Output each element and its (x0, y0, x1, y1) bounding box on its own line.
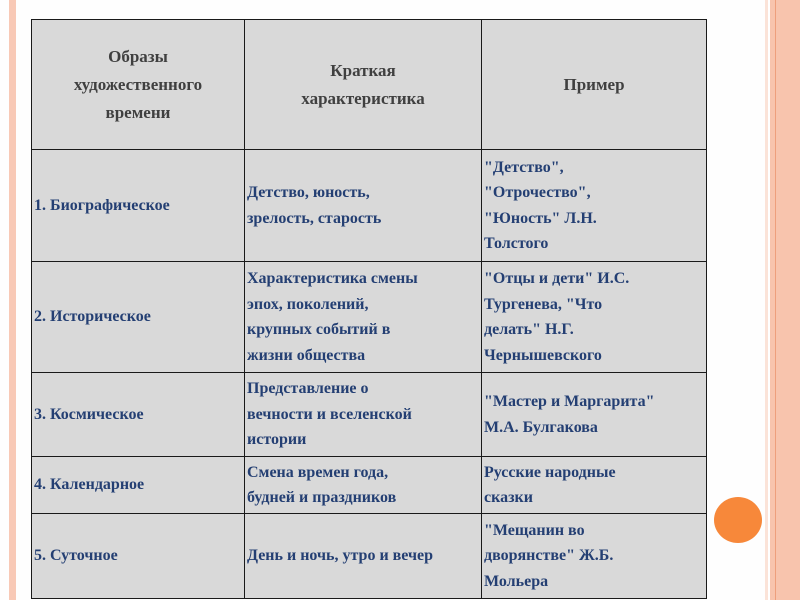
table-cell: "Детство", "Отрочество", "Юность" Л.Н. Т… (481, 149, 707, 262)
header-cell: Образы художественного времени (31, 19, 245, 150)
table-row: 5. Суточное День и ночь, утро и вечер "М… (31, 513, 707, 599)
table-cell: Русские народные сказки (481, 456, 707, 514)
table-cell: 2. Историческое (31, 261, 245, 373)
table-row: 3. Космическое Представление о вечности … (31, 372, 707, 457)
table-cell: 5. Суточное (31, 513, 245, 599)
table-row: 1. Биографическое Детство, юность, зрело… (31, 149, 707, 262)
table-cell: 3. Космическое (31, 372, 245, 457)
table-header-row: Образы художественного времени Краткая х… (31, 19, 707, 150)
table-cell: "Мастер и Маргарита" М.А. Булгакова (481, 372, 707, 457)
right-decorative-stripes (765, 0, 800, 600)
table-cell: Представление о вечности и вселенской ис… (244, 372, 482, 457)
left-decorative-stripe (9, 0, 16, 600)
table-cell: Детство, юность, зрелость, старость (244, 149, 482, 262)
header-cell: Пример (481, 19, 707, 150)
table-cell: 4. Календарное (31, 456, 245, 514)
orange-circle-decoration (714, 497, 762, 543)
table-cell: Смена времен года, будней и праздников (244, 456, 482, 514)
table-row: 4. Календарное Смена времен года, будней… (31, 456, 707, 514)
table-cell: День и ночь, утро и вечер (244, 513, 482, 599)
table-cell: "Отцы и дети" И.С. Тургенева, "Что делат… (481, 261, 707, 373)
table-cell: 1. Биографическое (31, 149, 245, 262)
table-cell: Характеристика смены эпох, поколений, кр… (244, 261, 482, 373)
time-types-table: Образы художественного времени Краткая х… (31, 19, 707, 599)
table-row: 2. Историческое Характеристика смены эпо… (31, 261, 707, 373)
table-cell: "Мещанин во дворянстве" Ж.Б. Мольера (481, 513, 707, 599)
header-cell: Краткая характеристика (244, 19, 482, 150)
